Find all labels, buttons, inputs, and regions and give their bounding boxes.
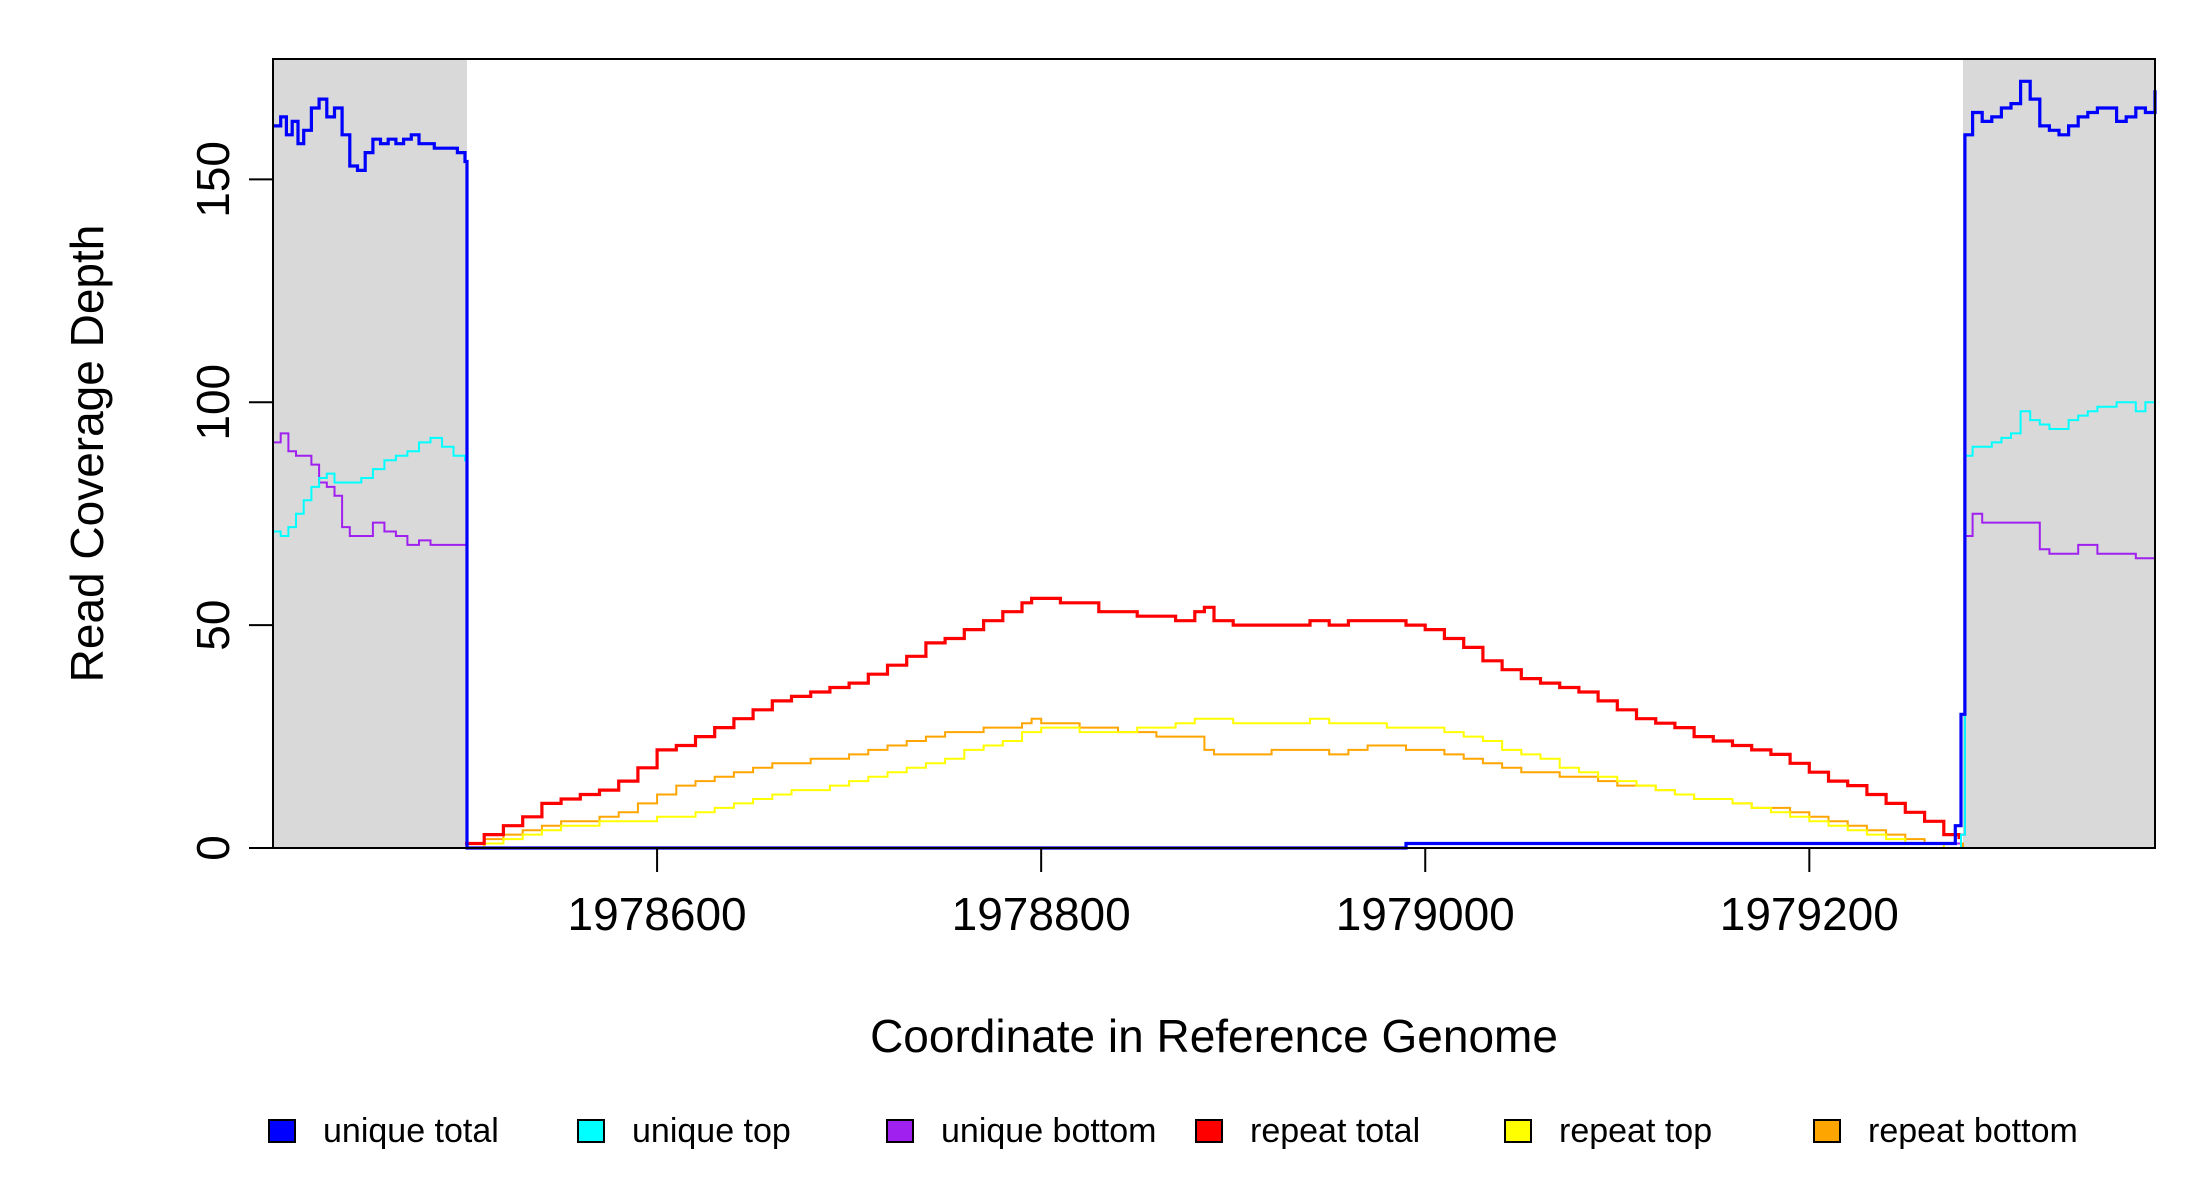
legend-swatch-repeat-total bbox=[1195, 1119, 1223, 1143]
legend-swatch-unique-top bbox=[577, 1119, 605, 1143]
x-tick-label-1979200: 1979200 bbox=[1720, 888, 1899, 940]
legend-swatch-unique-total bbox=[268, 1119, 296, 1143]
y-tick-label-0: 0 bbox=[187, 835, 239, 861]
y-tick-label-50: 50 bbox=[187, 600, 239, 651]
series-repeat-top bbox=[465, 717, 1960, 849]
series-repeat-bottom bbox=[273, 717, 2155, 849]
series-unique-total bbox=[273, 79, 2157, 850]
shaded-region-2 bbox=[1962, 59, 2155, 848]
x-axis-title: Coordinate in Reference Genome bbox=[870, 1010, 1558, 1062]
legend-label-repeat-total: repeat total bbox=[1250, 1112, 1420, 1150]
y-axis-title: Read Coverage Depth bbox=[61, 225, 113, 683]
y-tick-label-150: 150 bbox=[187, 141, 239, 218]
legend-swatch-repeat-top bbox=[1504, 1119, 1532, 1143]
legend: unique total unique top unique bottom repea… bbox=[268, 1112, 2078, 1150]
legend-label-unique-bottom: unique bottom bbox=[941, 1112, 1157, 1150]
legend-label-unique-top: unique top bbox=[632, 1112, 791, 1150]
x-tick-label-1979000: 1979000 bbox=[1336, 888, 1515, 940]
series-lines bbox=[273, 79, 2157, 850]
x-tick-label-1978600: 1978600 bbox=[568, 888, 747, 940]
legend-swatch-unique-bottom bbox=[886, 1119, 914, 1143]
series-unique-bottom bbox=[273, 432, 2155, 849]
x-tick-label-1978800: 1978800 bbox=[952, 888, 1131, 940]
shaded-regions bbox=[273, 59, 2155, 848]
y-tick-label-100: 100 bbox=[187, 364, 239, 441]
legend-label-repeat-bottom: repeat bottom bbox=[1868, 1112, 2078, 1150]
legend-label-unique-total: unique total bbox=[323, 1112, 499, 1150]
plot-frame bbox=[272, 58, 2156, 849]
series-repeat-total bbox=[465, 596, 1961, 846]
shaded-region-1 bbox=[273, 59, 467, 848]
legend-label-repeat-top: repeat top bbox=[1559, 1112, 1712, 1150]
legend-swatch-repeat-bottom bbox=[1813, 1119, 1841, 1143]
axes: 0 50 100 150 1978600 1978800 1979000 1979200 bbox=[187, 141, 1899, 940]
